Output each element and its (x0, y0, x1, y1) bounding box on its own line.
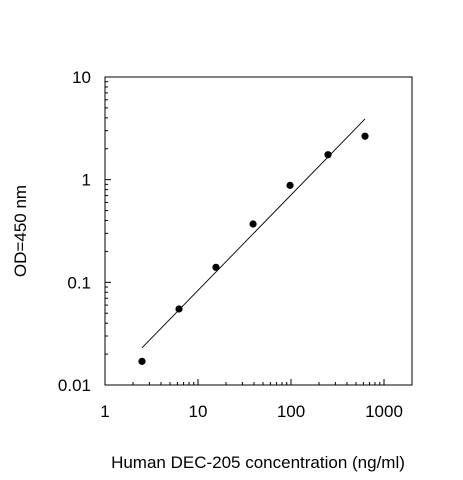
y-axis-title: OD=450 nm (11, 185, 30, 277)
x-tick-label: 10 (189, 402, 208, 421)
y-axis-ticks: 0.01 0.1 1 10 (58, 68, 111, 395)
data-point (249, 220, 257, 228)
y-tick-label: 10 (72, 68, 91, 87)
fit-line (141, 118, 366, 349)
x-tick-label: 1000 (365, 402, 403, 421)
y-tick-label: 0.01 (58, 376, 91, 395)
data-point (324, 151, 332, 159)
data-points (138, 132, 369, 365)
data-point (286, 181, 294, 189)
data-point (361, 132, 369, 140)
fit-line-group (141, 118, 366, 349)
x-axis-title: Human DEC-205 concentration (ng/ml) (111, 453, 405, 472)
x-tick-label: 100 (277, 402, 305, 421)
plot-frame (104, 76, 413, 386)
data-point (138, 357, 146, 365)
data-point (212, 263, 220, 271)
y-tick-label: 1 (82, 171, 91, 190)
y-tick-label: 0.1 (67, 273, 91, 292)
x-tick-label: 1 (100, 402, 109, 421)
data-point (175, 305, 183, 313)
x-axis-ticks: 1 10 100 1000 (100, 379, 413, 421)
